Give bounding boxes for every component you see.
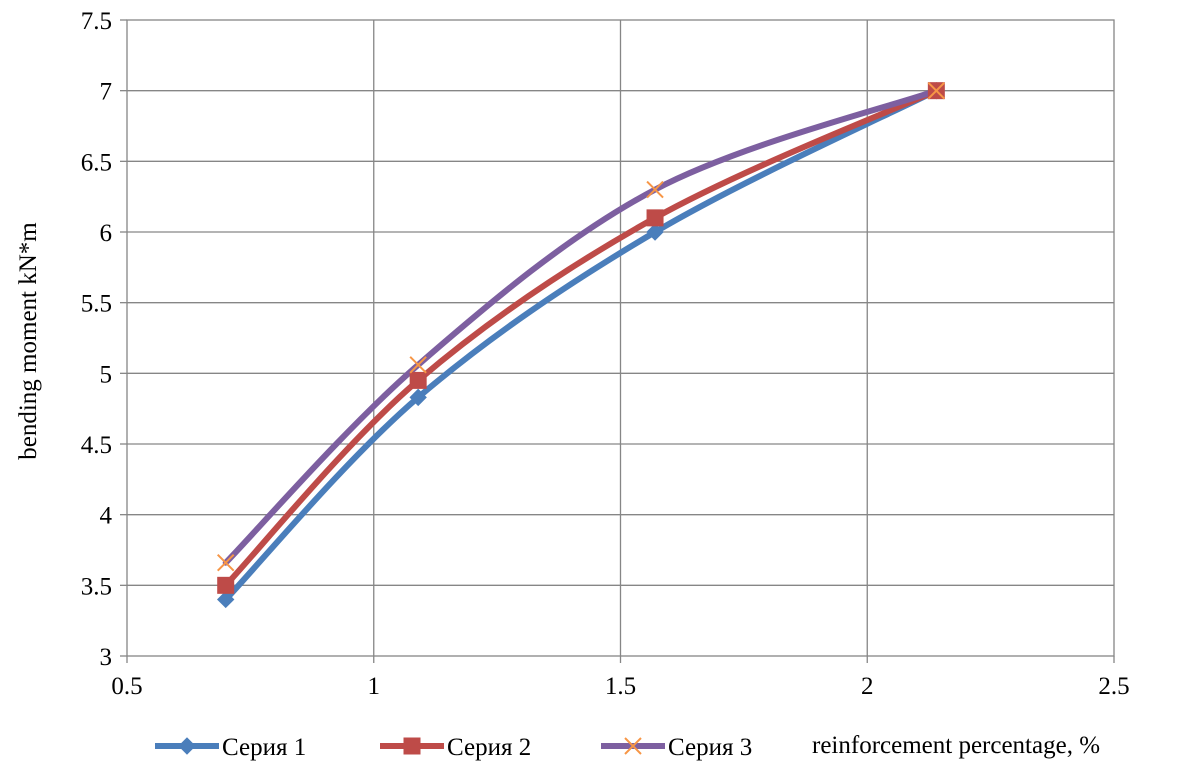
series-1-point — [646, 223, 664, 241]
x-axis-title: reinforcement percentage, % — [812, 732, 1100, 759]
y-tick-label: 5 — [100, 361, 113, 388]
grid-layer — [126, 19, 1115, 657]
series-2-point — [646, 209, 664, 227]
series-line-2 — [222, 87, 940, 589]
series-3-point — [216, 554, 235, 572]
legend-label: Серия 3 — [668, 734, 752, 761]
series-3-point — [646, 180, 664, 199]
series-line-3 — [222, 87, 940, 566]
y-tick-label: 6 — [100, 220, 113, 247]
y-tick-label: 3.5 — [81, 573, 112, 600]
legend-label: Серия 1 — [222, 734, 306, 761]
legend: Серия 1 Серия 2 Серия 3 — [155, 734, 752, 761]
y-tick-label: 3 — [100, 644, 113, 671]
y-tick-label: 7 — [100, 79, 113, 106]
series-layer — [216, 81, 946, 609]
y-tick-label: 6.5 — [81, 149, 112, 176]
legend-marker — [178, 737, 196, 755]
series-2-point — [409, 371, 427, 389]
legend-marker — [624, 737, 642, 755]
y-tick-label: 4.5 — [81, 432, 112, 459]
series-1-point — [216, 590, 235, 609]
axis-layer: 0.5 1 1.5 2 2.5 3 3.5 4 4.5 5 5.5 6 6.5 7 7.5 — [81, 8, 1130, 700]
legend-item-2: Серия 2 — [380, 734, 531, 761]
y-tick-label: 4 — [100, 503, 113, 530]
legend-marker — [403, 737, 421, 755]
legend-label: Серия 2 — [447, 734, 531, 761]
y-tick-label: 7.5 — [81, 8, 112, 35]
legend-item-3: Серия 3 — [601, 734, 752, 761]
y-tick-label: 5.5 — [81, 291, 112, 318]
y-axis-title: bending moment kN*m — [15, 222, 42, 460]
x-tick-label: 1 — [368, 673, 381, 700]
x-tick-label: 2.5 — [1098, 673, 1129, 700]
series-line-1 — [222, 87, 940, 603]
series-1-point — [409, 388, 427, 407]
series-2-point — [217, 576, 235, 594]
x-tick-label: 1.5 — [605, 673, 636, 700]
legend-item-1: Серия 1 — [155, 734, 306, 761]
x-tick-label: 0.5 — [111, 673, 142, 700]
series-3-point — [409, 356, 427, 374]
x-tick-label: 2 — [861, 673, 874, 700]
series-3-point — [927, 81, 946, 100]
